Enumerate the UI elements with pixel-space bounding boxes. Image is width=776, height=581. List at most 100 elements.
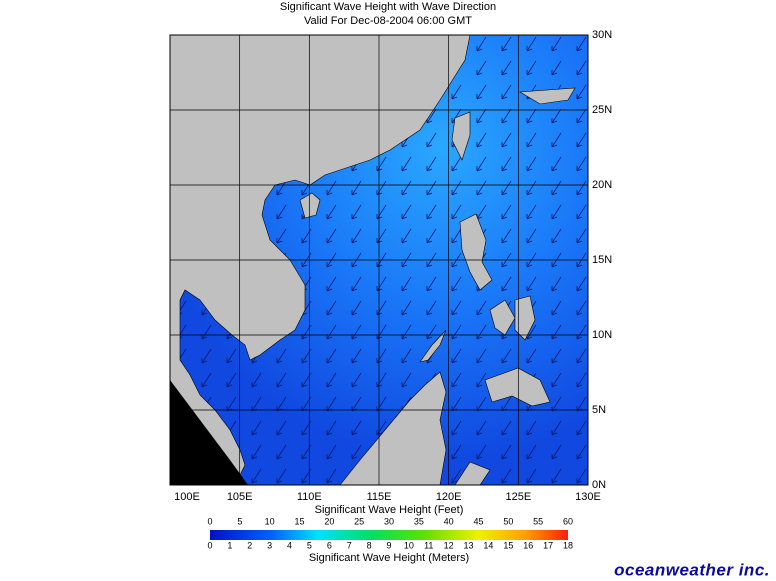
wave-arrow [351,372,362,388]
wave-arrow [451,348,462,364]
subtitle: Valid For Dec-08-2004 06:00 GMT [304,15,472,27]
colorbar-label: 1 [227,540,232,550]
wave-arrow [451,468,462,484]
wave-arrow [376,348,387,364]
wave-arrow [476,348,487,364]
wave-arrow [551,228,562,244]
colorbar-label: 25 [354,516,364,526]
wave-arrow [551,60,562,76]
colorbar-label: 15 [503,540,513,550]
wave-arrow [251,372,262,388]
wave-arrow [551,468,562,484]
wave-arrow [526,156,537,172]
wave-arrow [526,36,537,52]
wave-arrow [376,180,387,196]
wave-arrow [501,108,512,124]
colorbar-label: 55 [533,516,543,526]
wave-arrow [476,444,487,460]
wave-arrow [526,468,537,484]
wave-arrow [476,420,487,436]
wave-arrow [576,108,587,124]
wave-arrow [251,468,262,484]
wave-arrow [201,348,212,364]
wave-arrow [526,204,537,220]
wave-arrow [576,276,587,292]
colorbar-label: 60 [563,516,573,526]
wave-arrow [576,300,587,316]
wave-arrow [426,156,437,172]
wave-arrow [401,228,412,244]
wave-arrow [326,204,337,220]
colorbar-label: 2 [247,540,252,550]
lat-tick-label: 5N [592,404,606,416]
wave-arrow [276,444,287,460]
wave-arrow [276,204,287,220]
wave-arrow [526,276,537,292]
wave-arrow [426,180,437,196]
wave-arrow [276,180,287,196]
wave-arrow [501,276,512,292]
wave-arrow [451,204,462,220]
wave-arrow [326,180,337,196]
wave-arrow [576,84,587,100]
wave-arrow [551,372,562,388]
wave-arrow [526,108,537,124]
wave-arrow [401,300,412,316]
colorbar [210,530,568,540]
wave-arrow [476,36,487,52]
colorbar-label: 50 [503,516,513,526]
wave-arrow [501,204,512,220]
wave-arrow [201,372,212,388]
lat-tick-label: 30N [592,29,612,41]
wave-arrow [401,204,412,220]
legend-title: Significant Wave Height (Feet) [315,504,464,516]
lat-tick-label: 10N [592,329,612,341]
wave-arrow [576,36,587,52]
colorbar-label: 45 [473,516,483,526]
wave-arrow [376,372,387,388]
wave-arrow [476,156,487,172]
colorbar-label: 18 [563,540,573,550]
wave-arrow [326,300,337,316]
lon-tick-label: 115E [367,491,392,503]
lon-tick-label: 120E [436,491,462,503]
colorbar-label: 15 [294,516,304,526]
colorbar-label: 8 [367,540,372,550]
wave-arrow [551,348,562,364]
wave-arrow [351,276,362,292]
wave-arrow [451,180,462,196]
wave-arrow [576,372,587,388]
wave-arrow [401,348,412,364]
wave-arrow [351,228,362,244]
wave-arrow [551,132,562,148]
wave-arrow [526,180,537,196]
wave-arrow [551,180,562,196]
wave-arrow [451,228,462,244]
wave-arrow [426,300,437,316]
lat-tick-label: 25N [592,104,612,116]
wave-arrow [501,84,512,100]
colorbar-label: 6 [327,540,332,550]
colorbar-label: 9 [386,540,391,550]
colorbar-label: 12 [444,540,454,550]
wave-arrow [526,420,537,436]
wave-arrow [351,348,362,364]
wave-arrow [501,156,512,172]
wave-arrow [501,348,512,364]
wave-arrow [451,84,462,100]
wave-arrow [351,420,362,436]
wave-arrow [401,156,412,172]
colorbar-label: 10 [404,540,414,550]
wave-arrow [551,108,562,124]
legend-title: Significant Wave Height (Meters) [309,552,469,564]
colorbar-label: 5 [307,540,312,550]
wave-arrow [526,60,537,76]
wave-arrow [426,228,437,244]
lon-tick-label: 110E [297,491,322,503]
wave-arrow [576,180,587,196]
colorbar-label: 0 [207,540,212,550]
wave-arrow [551,36,562,52]
wave-arrow [376,156,387,172]
wave-arrow [376,228,387,244]
